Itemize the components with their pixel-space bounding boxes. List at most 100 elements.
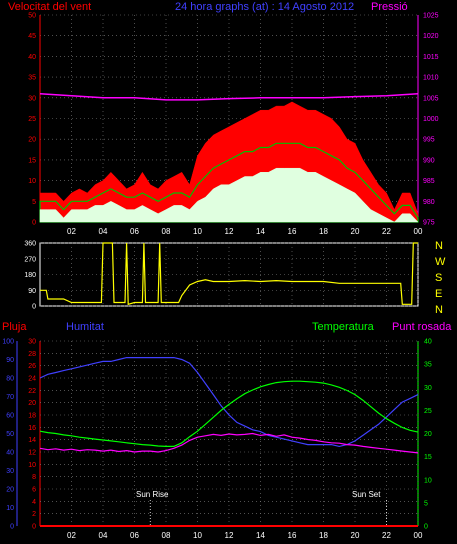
y2-tick-label: 1015 [423,54,439,61]
x-tick-label: 00 [414,531,423,540]
y2-tick-label: 1010 [423,75,439,82]
rain-tick-label: 28 [28,351,36,358]
y-tick-label: 30 [28,95,36,102]
dewpoint-label: Punt rosada [392,321,452,333]
x-tick-label: 14 [256,531,265,540]
x-tick-label: 22 [382,531,391,540]
pressure-line [39,92,419,101]
series-line-humitat [39,357,419,448]
rain-tick-label: 8 [32,474,36,481]
y-tick-label: 0 [32,220,36,227]
rain-tick-label: 22 [28,388,36,395]
rain-tick-label: 16 [28,425,36,432]
direction-label-s: S [435,272,442,284]
x-tick-label: 12 [225,227,234,236]
rain-tick-label: 12 [28,450,36,457]
y-tick-label: 40 [28,54,36,61]
x-tick-label: 22 [382,227,391,236]
x-tick-label: 20 [351,227,360,236]
x-tick-label: 10 [193,531,202,540]
x-tick-label: 08 [162,227,171,236]
sun-rise-label: Sun Rise [136,490,169,499]
rain-tick-label: 26 [28,363,36,370]
y2-tick-label: 980 [423,199,435,206]
y-tick-label: 15 [28,157,36,164]
series-line-punt-rosada [39,432,419,454]
wind-direction-panel: 0 90 180 270 360 [24,241,419,311]
rain-tick-label: 18 [28,413,36,420]
x-tick-label: 08 [162,531,171,540]
x-tick-label: 04 [99,227,108,236]
x-tick-label: 06 [130,227,139,236]
y-tick-label: 20 [28,137,36,144]
humidity-tick-label: 0 [10,524,14,531]
x-tick-label: 18 [319,531,328,540]
rain-tick-label: 0 [32,524,36,531]
y2-tick-label: 1025 [423,13,439,20]
x-tick-label: 20 [351,531,360,540]
y-tick-label: 10 [28,178,36,185]
humidity-tick-label: 40 [6,450,14,457]
x-tick-label: 02 [67,531,76,540]
humidity-tick-label: 30 [6,468,14,475]
rain-tick-label: 30 [28,339,36,346]
temp-tick-label: 10 [424,477,432,484]
temp-tick-label: 5 [424,500,428,507]
x-tick-label: 12 [225,531,234,540]
y2-tick-label: 1005 [423,95,439,102]
temperature-label: Temperatura [312,321,375,333]
temp-tick-label: 25 [424,408,432,415]
y-tick-label: 0 [32,304,36,311]
rain-tick-label: 6 [32,487,36,494]
temp-tick-label: 0 [424,524,428,531]
temp-tick-label: 40 [424,339,432,346]
rain-tick-label: 2 [32,511,36,518]
humidity-label: Humitat [66,321,104,333]
x-tick-label: 16 [288,227,297,236]
humidity-tick-label: 10 [6,505,14,512]
y2-tick-label: 995 [423,137,435,144]
y-tick-label: 90 [28,288,36,295]
wind-speed-label: Velocitat del vent [8,1,91,13]
graph-title: 24 hora graphs (at) : 14 Agosto 2012 [175,1,354,13]
x-tick-label: 18 [319,227,328,236]
pressure-label: Pressió [371,1,408,13]
y-tick-label: 180 [24,272,36,279]
y-tick-label: 360 [24,241,36,248]
rain-tick-label: 20 [28,400,36,407]
y-tick-label: 35 [28,75,36,82]
rain-tick-label: 24 [28,376,36,383]
humidity-tick-label: 60 [6,413,14,420]
sun-set-label: Sun Set [352,490,381,499]
x-tick-label: 10 [193,227,202,236]
y2-tick-label: 1020 [423,33,439,40]
wind-minimum-area [39,167,419,223]
temp-tick-label: 20 [424,431,432,438]
y-tick-label: 270 [24,256,36,263]
humidity-tick-label: 90 [6,357,14,364]
humidity-temperature-panel: 0102030405060708090100024681012141618202… [2,339,432,541]
rain-tick-label: 14 [28,437,36,444]
direction-label-n-top: N [435,240,443,252]
humidity-tick-label: 70 [6,394,14,401]
x-tick-label: 14 [256,227,265,236]
series-line-temperatura [39,380,419,447]
temp-tick-label: 15 [424,454,432,461]
humidity-tick-label: 100 [2,339,14,346]
direction-label-e: E [435,288,442,300]
x-tick-label: 02 [67,227,76,236]
y2-tick-label: 990 [423,157,435,164]
rain-tick-label: 10 [28,462,36,469]
direction-line [40,242,418,306]
humidity-tick-label: 80 [6,376,14,383]
y-tick-label: 5 [32,199,36,206]
y-tick-label: 45 [28,33,36,40]
temp-tick-label: 30 [424,385,432,392]
x-tick-label: 16 [288,531,297,540]
x-tick-label: 04 [99,531,108,540]
y2-tick-label: 1000 [423,116,439,123]
y-tick-label: 25 [28,116,36,123]
wind-pressure-panel: 0510152025303540455097598098599099510001… [28,13,438,237]
wind-average-line [39,142,419,223]
